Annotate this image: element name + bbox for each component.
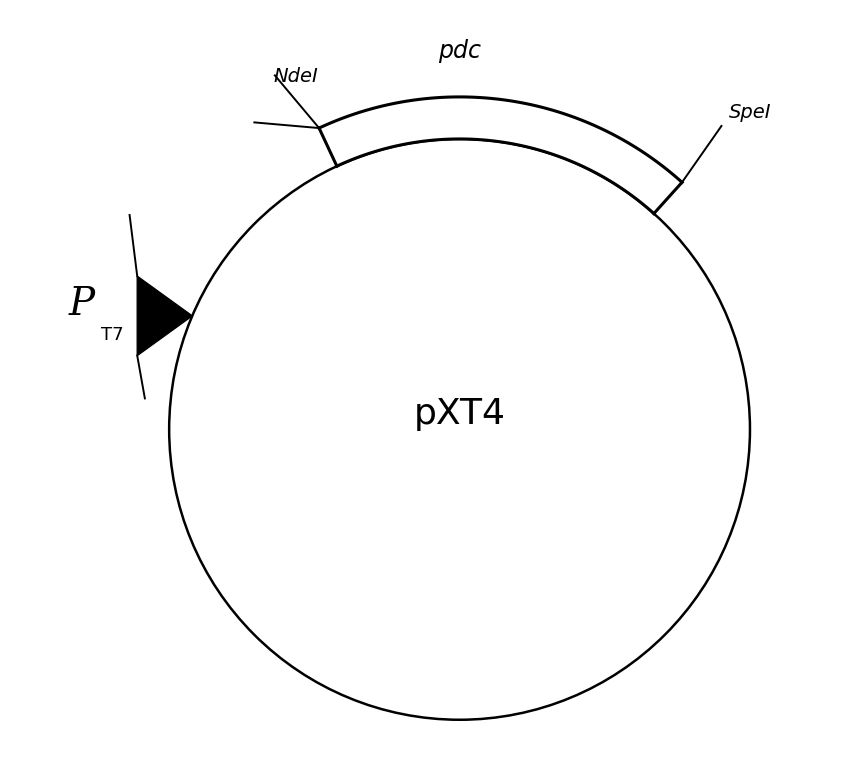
Polygon shape [319,97,682,213]
Text: SpeI: SpeI [729,103,771,122]
Text: P: P [69,286,95,323]
Text: pXT4: pXT4 [414,397,505,431]
Text: NdeI: NdeI [274,67,318,86]
Text: T7: T7 [101,326,124,344]
Polygon shape [137,276,192,356]
Text: pdc: pdc [438,38,481,63]
